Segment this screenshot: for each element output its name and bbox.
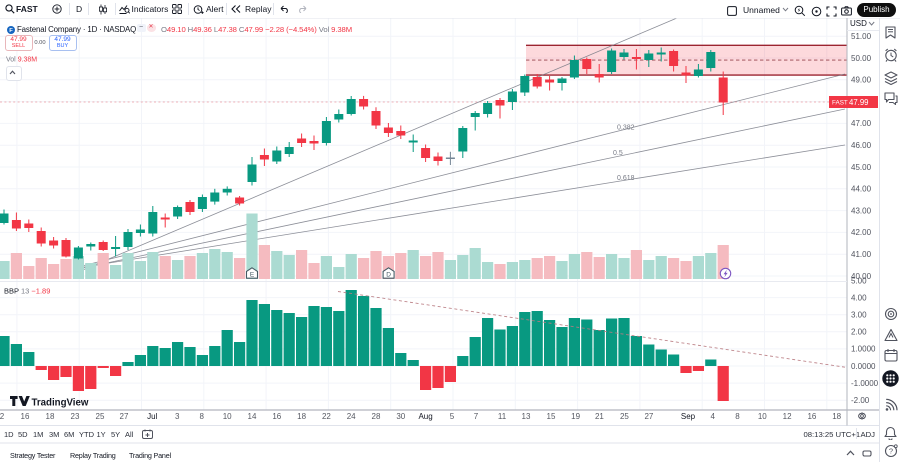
svg-text:47.00: 47.00 <box>851 119 872 128</box>
svg-text:49.00: 49.00 <box>851 76 872 85</box>
svg-text:40.00: 40.00 <box>851 272 872 281</box>
svg-text:50.00: 50.00 <box>851 54 872 63</box>
svg-text:25: 25 <box>96 412 105 421</box>
svg-text:FAST: FAST <box>832 99 848 106</box>
svg-text:13: 13 <box>522 412 531 421</box>
svg-text:22: 22 <box>322 412 331 421</box>
svg-text:5: 5 <box>450 412 455 421</box>
svg-text:18: 18 <box>46 412 55 421</box>
svg-text:Sep: Sep <box>681 412 696 421</box>
svg-text:27: 27 <box>120 412 129 421</box>
svg-text:0.382: 0.382 <box>617 125 635 132</box>
svg-text:10: 10 <box>223 412 232 421</box>
svg-text:5.00: 5.00 <box>851 276 867 285</box>
svg-text:0.618: 0.618 <box>617 175 635 182</box>
svg-text:15: 15 <box>547 412 556 421</box>
svg-text:14: 14 <box>248 412 257 421</box>
svg-text:2.00: 2.00 <box>851 328 867 337</box>
svg-text:19: 19 <box>571 412 580 421</box>
svg-text:18: 18 <box>832 412 841 421</box>
svg-text:47.99: 47.99 <box>849 98 869 107</box>
svg-text:0.5: 0.5 <box>613 150 623 157</box>
svg-text:3: 3 <box>175 412 180 421</box>
svg-text:27: 27 <box>644 412 653 421</box>
svg-text:25: 25 <box>620 412 629 421</box>
svg-text:8: 8 <box>735 412 740 421</box>
svg-text:30: 30 <box>396 412 405 421</box>
svg-text:7: 7 <box>474 412 479 421</box>
svg-text:28: 28 <box>372 412 381 421</box>
svg-text:51.00: 51.00 <box>851 32 872 41</box>
svg-text:46.00: 46.00 <box>851 141 872 150</box>
svg-text:16: 16 <box>807 412 816 421</box>
svg-text:Jul: Jul <box>147 412 157 421</box>
svg-text:21: 21 <box>595 412 604 421</box>
svg-text:?: ? <box>888 447 892 456</box>
svg-text:E: E <box>250 271 255 278</box>
svg-text:45.00: 45.00 <box>851 163 872 172</box>
svg-text:F: F <box>9 28 13 34</box>
svg-text:42.00: 42.00 <box>851 228 872 237</box>
svg-text:4: 4 <box>710 412 715 421</box>
svg-text:11: 11 <box>498 412 507 421</box>
svg-text:3.00: 3.00 <box>851 311 867 320</box>
svg-text:23: 23 <box>71 412 80 421</box>
svg-text:2: 2 <box>0 412 5 421</box>
svg-text:-2.00: -2.00 <box>851 396 870 405</box>
svg-text:Aug: Aug <box>418 412 432 421</box>
svg-text:12: 12 <box>783 412 792 421</box>
svg-text:0.0000: 0.0000 <box>851 362 876 371</box>
svg-text:4.00: 4.00 <box>851 293 867 302</box>
svg-text:D: D <box>386 271 391 278</box>
svg-text:43.00: 43.00 <box>851 206 872 215</box>
svg-text:24: 24 <box>347 412 356 421</box>
svg-text:16: 16 <box>272 412 281 421</box>
svg-text:41.00: 41.00 <box>851 250 872 259</box>
svg-text:Vol 9.38M: Vol 9.38M <box>6 57 37 64</box>
svg-text:-1.0000: -1.0000 <box>851 379 879 388</box>
svg-text:16: 16 <box>21 412 30 421</box>
svg-text:8: 8 <box>199 412 204 421</box>
svg-text:USD: USD <box>850 19 867 28</box>
svg-text:TradingView: TradingView <box>32 398 89 409</box>
svg-text:44.00: 44.00 <box>851 185 872 194</box>
svg-text:10: 10 <box>758 412 767 421</box>
svg-text:1.0000: 1.0000 <box>851 345 876 354</box>
svg-text:18: 18 <box>297 412 306 421</box>
svg-text:BBP 13 −1.89: BBP 13 −1.89 <box>4 287 50 296</box>
